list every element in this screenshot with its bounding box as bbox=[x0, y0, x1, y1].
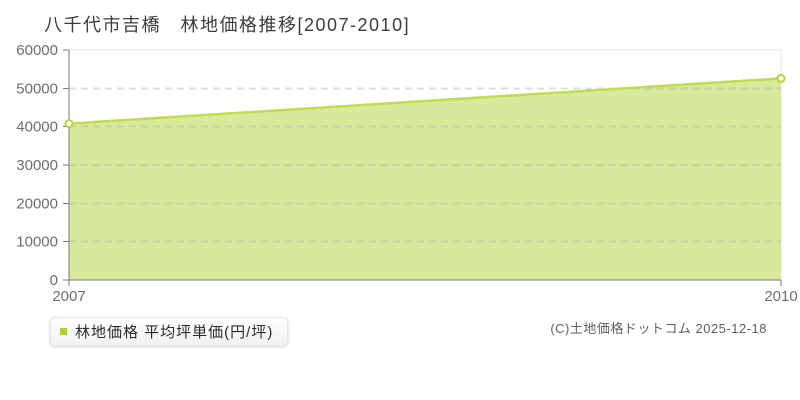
axes bbox=[63, 49, 782, 286]
area-series bbox=[69, 78, 781, 280]
area-fill bbox=[69, 78, 781, 280]
copyright-text: (C)土地価格ドットコム 2025-12-18 bbox=[550, 321, 767, 336]
chart-title: 八千代市吉橋 林地価格推移[2007-2010] bbox=[44, 15, 411, 35]
x-axis-label: 2010 bbox=[764, 288, 797, 305]
y-axis-label: 30000 bbox=[16, 157, 58, 174]
y-axis-label: 20000 bbox=[16, 195, 58, 212]
legend: 林地価格 平均坪単価(円/坪) bbox=[50, 317, 289, 346]
y-axis-label: 0 bbox=[50, 272, 58, 289]
y-axis-label: 10000 bbox=[16, 234, 58, 251]
x-axis-label: 2007 bbox=[52, 288, 85, 305]
gridlines bbox=[69, 87, 781, 243]
legend-swatch-icon bbox=[60, 328, 67, 335]
legend-label: 林地価格 平均坪単価(円/坪) bbox=[75, 324, 274, 341]
trend-line bbox=[68, 77, 782, 125]
data-point-marker bbox=[776, 73, 786, 83]
y-axis-label: 60000 bbox=[16, 42, 58, 59]
series-line bbox=[68, 77, 782, 125]
data-point-markers bbox=[64, 73, 786, 129]
y-axis-label: 50000 bbox=[16, 80, 58, 97]
axis-tick-labels: 0 10000 20000 30000 40000 50000 60000 2007 2010 bbox=[16, 42, 797, 305]
data-point-marker bbox=[64, 119, 74, 129]
price-trend-chart: 0 10000 20000 30000 40000 50000 60000 2007 2010 bbox=[16, 42, 797, 305]
y-axis-label: 40000 bbox=[16, 119, 58, 136]
